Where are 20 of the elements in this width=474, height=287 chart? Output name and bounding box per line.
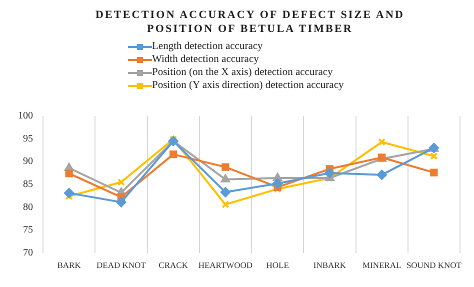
y-tick-label: 70 (23, 247, 33, 258)
y-tick-label: 80 (23, 202, 33, 213)
x-tick-label: DEAD KNOT (96, 260, 147, 270)
y-tick-label: 90 (23, 156, 33, 168)
x-tick-label: HEARTWOOD (198, 260, 253, 270)
x-tick-label: CRACK (158, 260, 189, 270)
y-tick-label: 75 (23, 224, 33, 236)
legend-label: Position (on the X axis) detection accuracy (152, 66, 333, 79)
x-tick-label: BARK (57, 260, 82, 270)
y-tick-label: 95 (23, 133, 33, 144)
x-tick-label: SOUND KNOT (406, 260, 462, 270)
x-tick-label: INBARK (313, 260, 347, 270)
chart-title: DETECTION ACCURACY OF DEFECT SIZE AND POSITION OF BETULA TIMBER (94, 8, 406, 36)
y-tick-label: 100 (18, 110, 33, 122)
x-tick-label: MINERAL (362, 260, 402, 270)
legend-label: Width detection accuracy (152, 53, 259, 66)
legend-label: Position (Y axis direction) detection accuracy (152, 79, 344, 92)
legend-label: Length detection accuracy (152, 40, 263, 53)
x-tick-label: HOLE (266, 260, 289, 270)
y-tick-label: 85 (23, 179, 33, 190)
